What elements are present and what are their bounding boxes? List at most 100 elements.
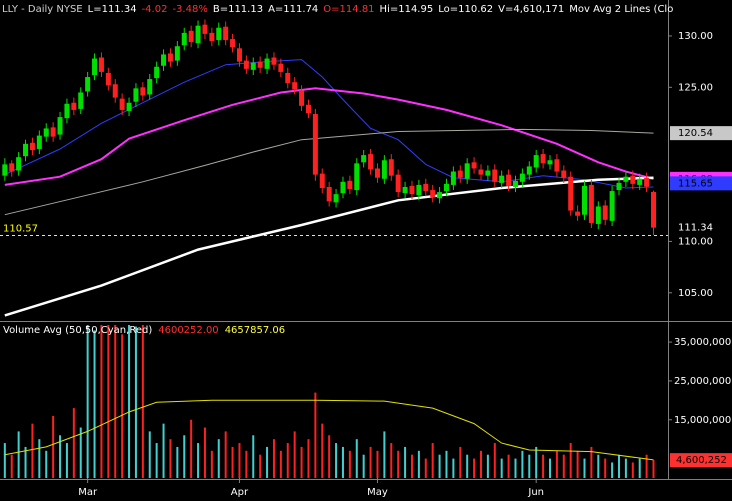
candle-body [326,186,332,202]
candle-body [167,53,173,62]
volume-bar [569,443,572,478]
header-item: -4.02 [142,4,168,15]
candle-body [471,162,477,169]
volume-legend-item: Volume Avg (50,50,Cyan,Red) [3,325,152,336]
candle-body [526,166,532,175]
candle-body [533,155,539,168]
price-box [670,126,732,141]
candle-body [637,178,643,185]
candle-body [602,205,608,220]
y-tick-label: 130.00 [678,31,713,42]
candle-body [340,181,346,194]
candle-body [188,30,194,43]
volume-bar [224,431,227,478]
volume-bar [162,423,165,478]
volume-bar [79,427,82,478]
volume-legend-item: 4657857.06 [225,325,285,336]
volume-bar [24,446,27,478]
candle-body [347,180,353,190]
candle-body [126,102,132,111]
candle-body [616,182,622,191]
candle-body [561,170,567,178]
candle-body [174,46,180,61]
volume-bar [31,423,34,478]
volume-bar [52,415,55,478]
candle-body [423,183,429,192]
candle-body [161,54,167,66]
candle-body [381,160,387,179]
price-box-label: 120.54 [678,128,713,139]
candle-body [195,25,201,44]
candle-body [478,169,484,175]
candle-body [630,175,636,184]
volume-bar [348,450,351,478]
candle-body [216,27,222,41]
candle-body [402,186,408,194]
candle-body [374,168,380,178]
x-tick-label: Apr [231,487,249,498]
candle-body [443,183,449,192]
candle-body [368,154,374,170]
candle-body [57,117,63,135]
volume-bar [10,454,13,478]
candle-body [105,72,111,86]
volume-bar [404,446,407,478]
candle-body [450,171,456,185]
candle-body [85,77,91,92]
volume-bar [341,446,344,478]
volume-bar [597,454,600,478]
candle-body [16,157,22,171]
volume-tick-label: 25,000,000 [674,376,731,387]
y-tick-label: 105.00 [678,288,713,299]
candle-body [29,142,35,150]
candle-body [644,177,650,187]
candle-body [271,57,277,65]
candle-body [112,84,118,98]
candle-body [568,176,574,211]
candle-body [223,26,229,41]
volume-bar [217,439,220,478]
volume-bar [121,334,124,478]
volume-bar [473,458,476,478]
volume-bar [272,439,275,478]
candle-body [305,104,311,114]
candle-body [147,79,153,95]
candle-body [23,143,29,157]
volume-bar [438,454,441,478]
candle-body [595,206,601,224]
volume-bar [134,326,137,478]
volume-bar [390,443,393,478]
candle-body [333,194,339,203]
candle-body [575,211,581,216]
volume-bar [562,454,565,478]
volume-bar [300,446,303,478]
volume-legend: Volume Avg (50,50,Cyan,Red) 4600252.00 465… [3,325,285,336]
price-box-label: 111.34 [678,223,713,234]
volume-bar [431,443,434,478]
volume-bar [45,450,48,478]
candle-body [119,98,125,110]
x-tick-label: Jun [527,487,544,498]
candle-body [36,135,42,149]
candle-body [416,184,422,196]
candle-body [71,102,77,110]
header-item: O=114.81 [323,4,374,15]
volume-bar [514,458,517,478]
x-tick-label: May [367,487,388,498]
candle-body [540,154,546,164]
header-item: A=111.74 [268,4,318,15]
candle-body [209,32,215,42]
volume-bar [238,443,241,478]
volume-bar [611,462,614,478]
moving-average [4,176,654,317]
volume-bar [445,450,448,478]
candle-body [409,185,415,195]
volume-bar [631,462,634,478]
candle-body [623,176,629,182]
volume-bar [65,443,68,478]
candle-body [588,184,594,223]
volume-bar [624,458,627,478]
volume-bar [638,458,641,478]
volume-bar [618,454,621,478]
volume-bar [197,443,200,478]
